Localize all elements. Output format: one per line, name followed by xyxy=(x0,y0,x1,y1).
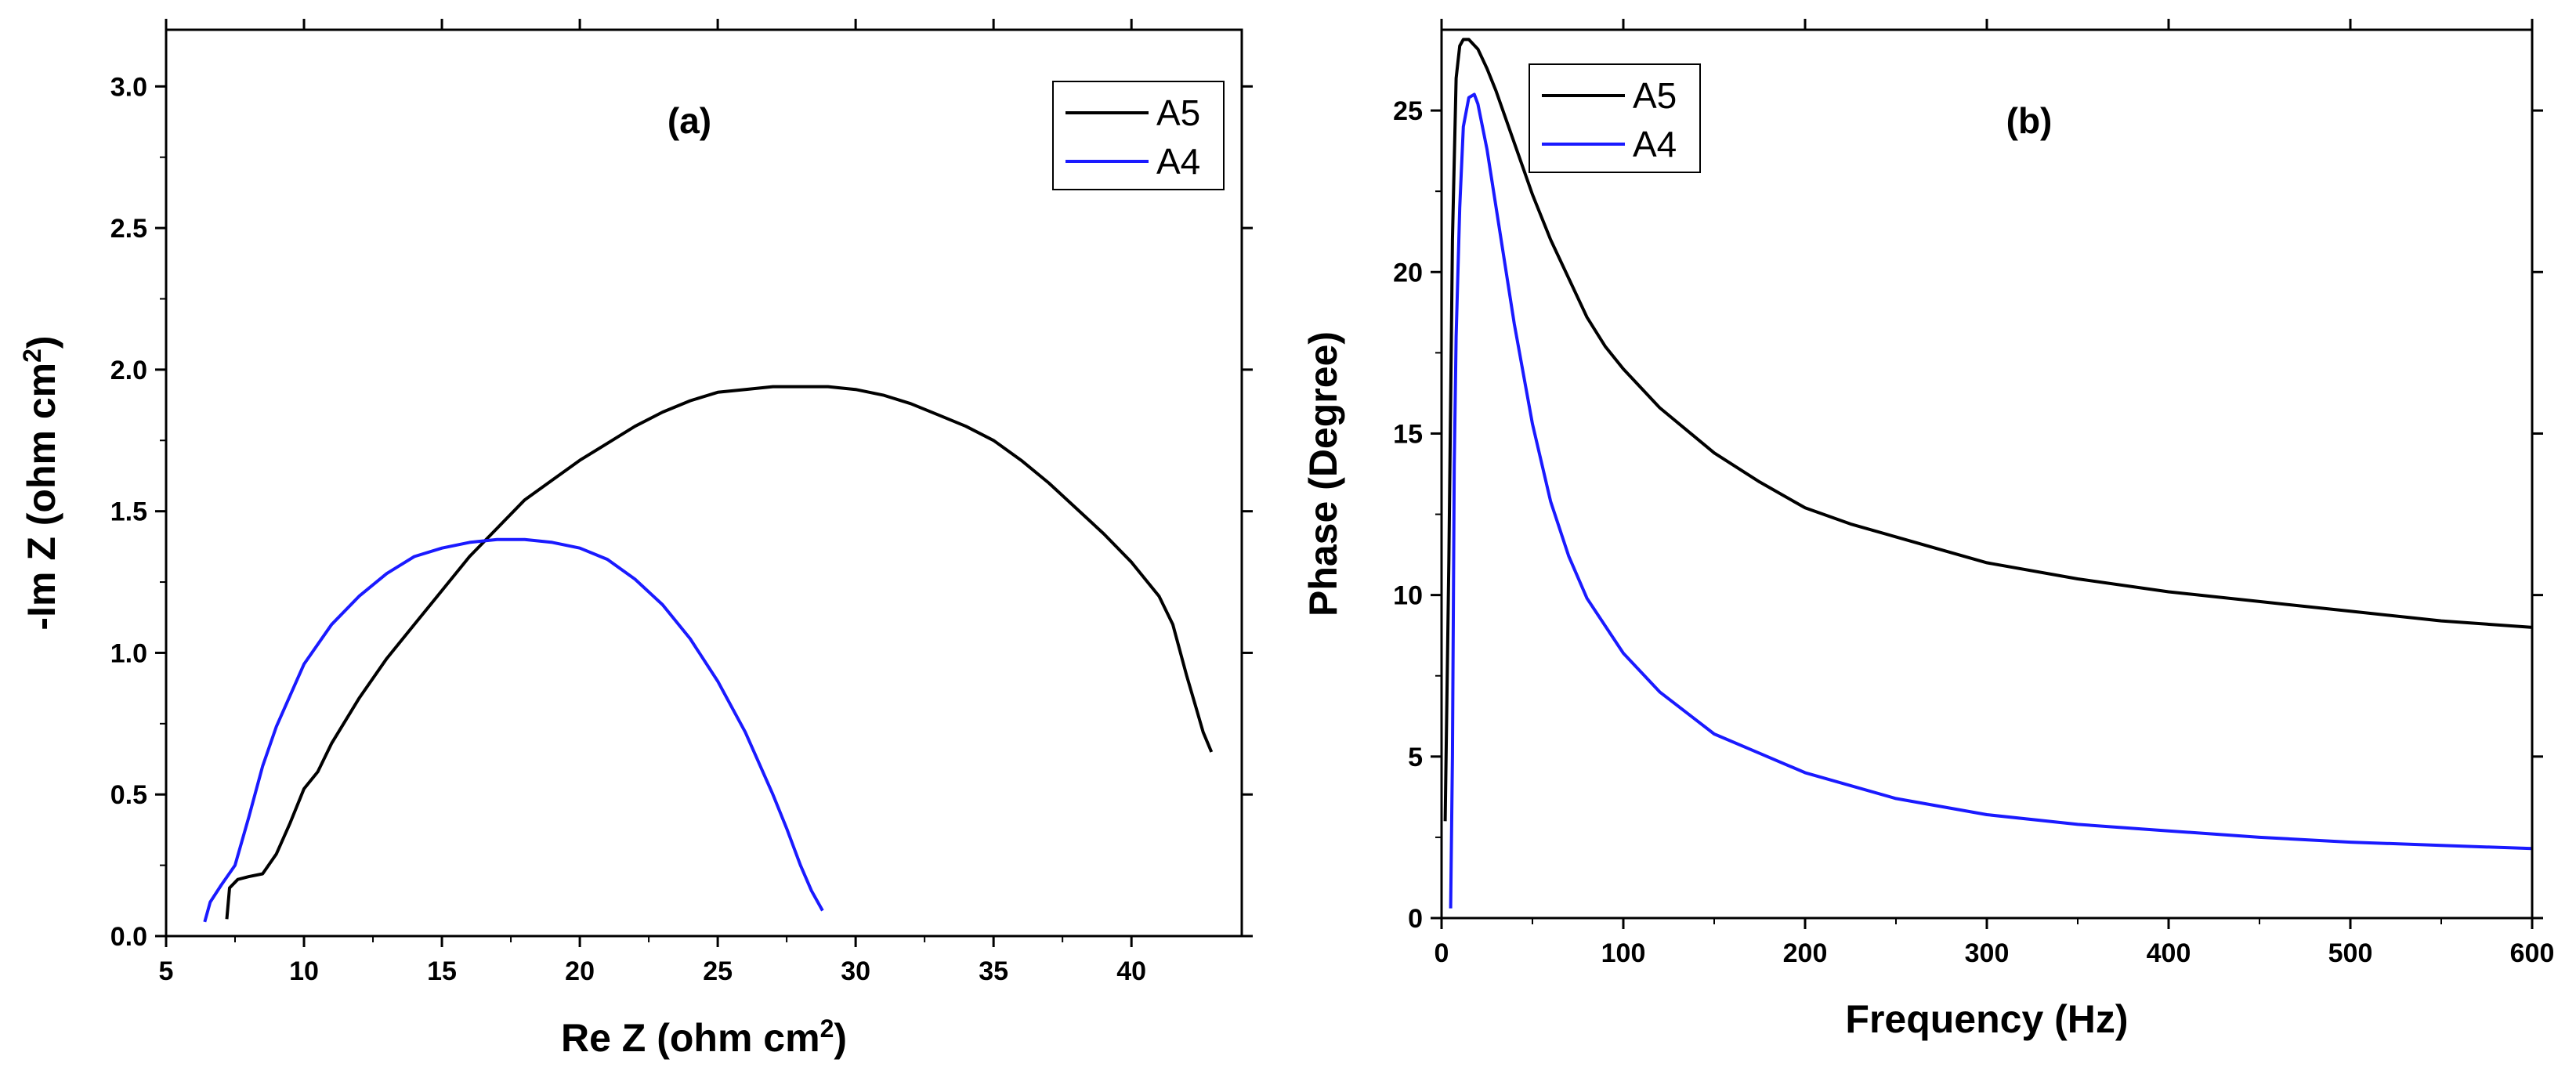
panel-b-y-tick-label: 5 xyxy=(1408,743,1423,772)
panel-a-x-axis-title: Re Z (ohm cm2) xyxy=(561,1014,847,1060)
panel-a-x-axis-title-end: ) xyxy=(834,1016,847,1060)
panel-b-y-tick-label: 0 xyxy=(1408,904,1423,934)
panel-a-y-tick-label: 0.0 xyxy=(110,922,147,952)
panel-a-label: (a) xyxy=(668,100,711,141)
panel-a-x-tick-label: 40 xyxy=(1116,956,1146,986)
panel-b-legend-label-a4: A4 xyxy=(1633,124,1677,164)
panel-a-x-tick-label: 30 xyxy=(841,956,870,986)
panel-a-x-tick-label: 15 xyxy=(427,956,457,986)
panel-a-y-tick-label: 1.5 xyxy=(110,497,147,527)
panel-a-series-a4 xyxy=(203,537,824,923)
panel-a-x-axis-title-main: Re Z (ohm cm xyxy=(561,1016,820,1060)
panel-a-y-axis-title-end: ) xyxy=(20,335,63,349)
panel-a-y-tick-label: 2.0 xyxy=(110,356,147,385)
panel-b-series-a4 xyxy=(1449,92,2533,909)
panel-b-x-tick-label: 500 xyxy=(2328,938,2373,968)
panel-a-y-tick-label: 2.5 xyxy=(110,214,147,244)
panel-a-y-axis-title-sup: 2 xyxy=(18,349,46,363)
panel-a-y-tick-label: 1.0 xyxy=(110,638,147,668)
panel-a-x-tick-label: 5 xyxy=(159,956,174,986)
panel-b-x-tick-label: 400 xyxy=(2147,938,2191,968)
panel-a-legend-box xyxy=(1052,81,1225,190)
panel-b-y-tick-label: 20 xyxy=(1393,258,1423,287)
panel-a-legend-label-a4: A4 xyxy=(1156,141,1200,182)
panel-b-legend-label-a5: A5 xyxy=(1633,75,1677,116)
panel-a-y-tick-label: 3.0 xyxy=(110,72,147,102)
panel-a-plot-frame xyxy=(165,28,1243,938)
panel-a-x-tick-label: 20 xyxy=(565,956,595,986)
panel-a-x-tick-label: 35 xyxy=(979,956,1008,986)
panel-a-x-axis-title-sup: 2 xyxy=(820,1014,834,1043)
panel-b-label: (b) xyxy=(2006,100,2053,141)
panel-b-y-tick-label: 10 xyxy=(1393,581,1423,611)
panel-a-x-tick-label: 10 xyxy=(289,956,319,986)
panel-b-x-tick-label: 300 xyxy=(1965,938,2010,968)
panel-b-y-axis-title: Phase (Degree) xyxy=(1301,331,1345,616)
panel-b-x-tick-label: 600 xyxy=(2510,938,2555,968)
panel-b-y-tick-label: 25 xyxy=(1393,96,1423,126)
panel-b-y-tick-label: 15 xyxy=(1393,419,1423,449)
panel-b-x-tick-label: 200 xyxy=(1783,938,1828,968)
panel-b-x-tick-label: 0 xyxy=(1435,938,1449,968)
panel-b-series-a5 xyxy=(1443,38,2533,822)
panel-a-y-axis-title-main: -Im Z (ohm cm xyxy=(20,363,63,631)
panel-a-y-tick-label: 0.5 xyxy=(110,780,147,810)
panel-b-legend: A5 A4 xyxy=(1529,63,1701,173)
panel-b-x-axis-title: Frequency (Hz) xyxy=(1845,997,2128,1041)
panel-a-nyquist-plot: 5 10 15 20 25 30 35 40 0.0 0.5 1.0 1.5 2.0 2.5 3.0 (a)… xyxy=(18,19,1253,1060)
panel-a-x-tick-label: 25 xyxy=(703,956,733,986)
panel-b-x-tick-label: 100 xyxy=(1601,938,1646,968)
panel-b-phase-plot: 0 100 200 300 400 500 600 0 5 10 15 20 25 (b) Freque… xyxy=(1301,19,2554,1041)
panel-a-series-a5 xyxy=(225,385,1214,920)
panel-a-legend-label-a5: A5 xyxy=(1156,92,1200,133)
panel-a-legend: A5 A4 xyxy=(1052,81,1225,190)
panel-a-y-axis-title: -Im Z (ohm cm2) xyxy=(18,335,63,630)
panel-b-legend-box xyxy=(1529,63,1701,173)
